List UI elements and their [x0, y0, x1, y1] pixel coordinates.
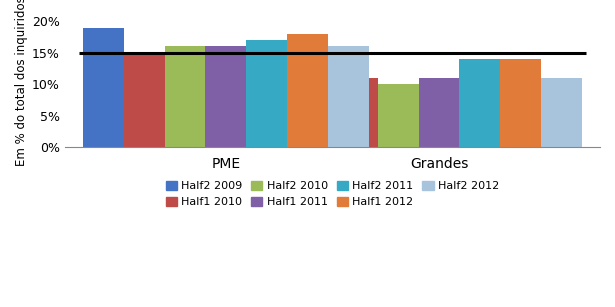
- Bar: [328, 46, 369, 147]
- Bar: [124, 53, 165, 147]
- Bar: [246, 40, 287, 147]
- Bar: [378, 84, 419, 147]
- Bar: [541, 78, 582, 147]
- Bar: [500, 59, 541, 147]
- Bar: [165, 46, 205, 147]
- Bar: [296, 72, 337, 147]
- Legend: Half2 2009, Half1 2010, Half2 2010, Half1 2011, Half2 2011, Half1 2012, Half2 20: Half2 2009, Half1 2010, Half2 2010, Half…: [161, 177, 504, 212]
- Bar: [337, 78, 378, 147]
- Bar: [287, 34, 328, 147]
- Bar: [83, 28, 124, 147]
- Bar: [419, 78, 459, 147]
- Bar: [205, 46, 246, 147]
- Bar: [459, 59, 500, 147]
- Y-axis label: Em % do total dos inquiridos: Em % do total dos inquiridos: [15, 0, 28, 166]
